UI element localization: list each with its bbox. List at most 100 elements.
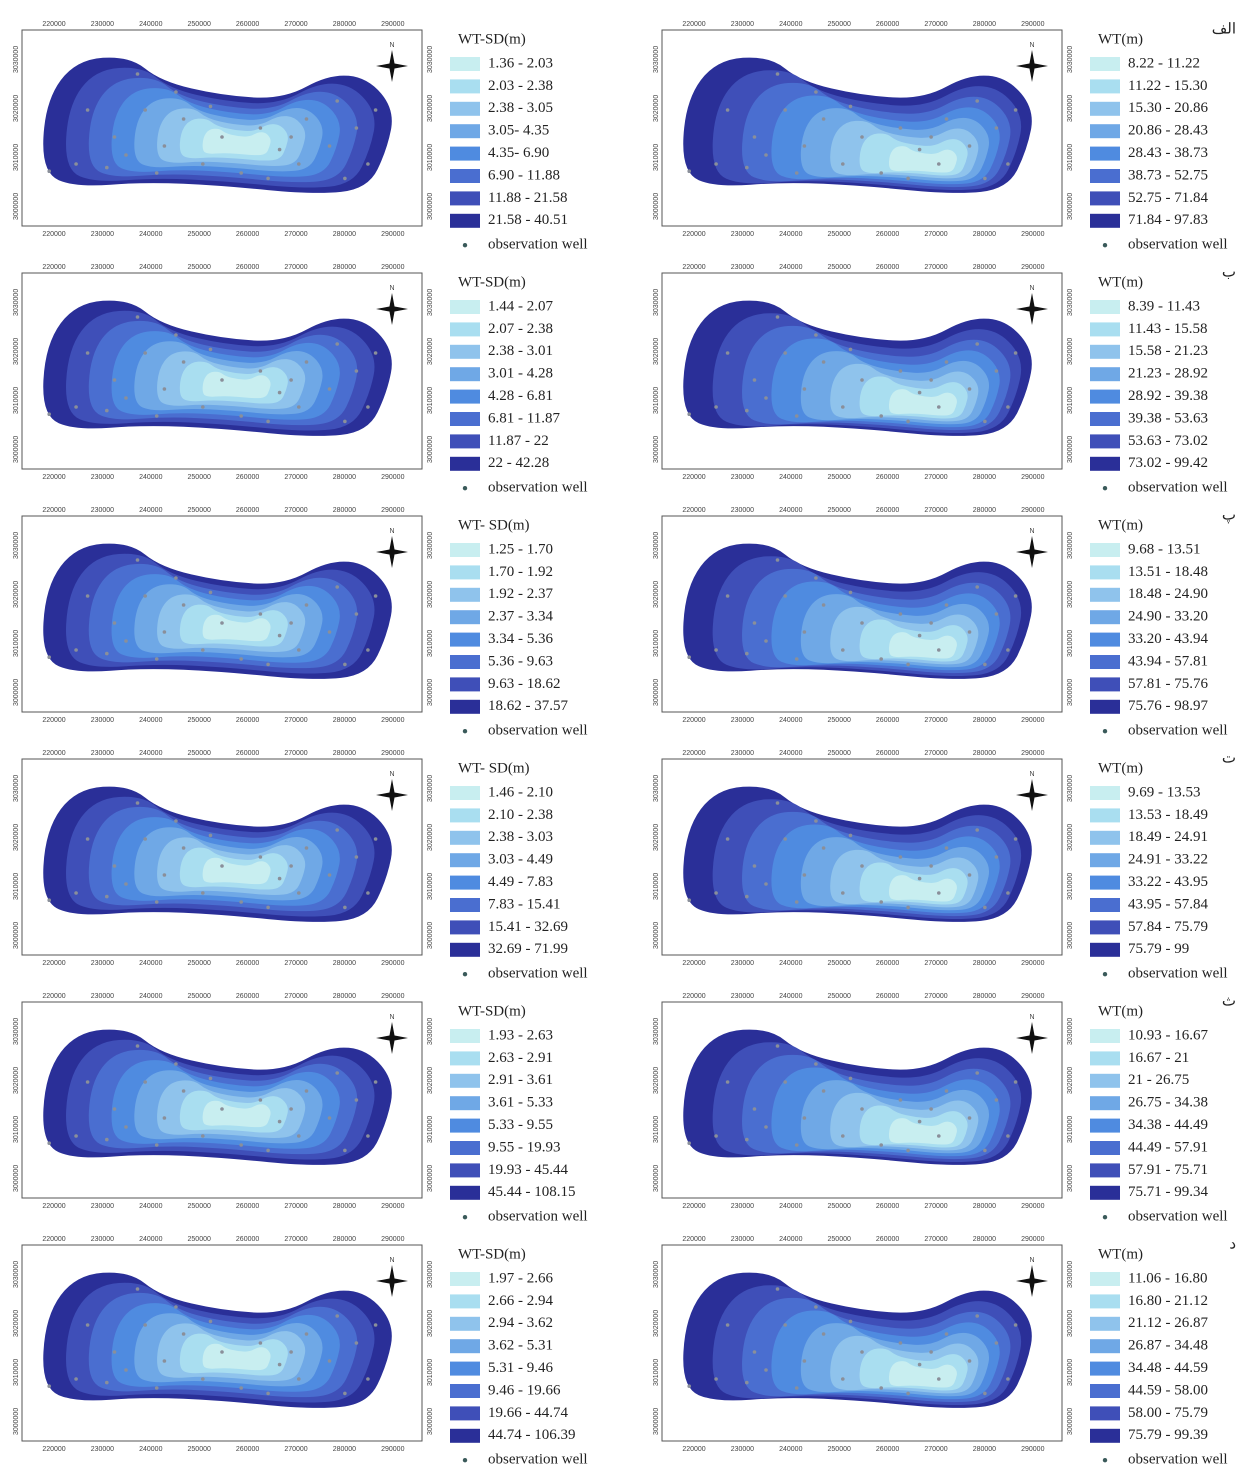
- x-tick-label: 280000: [973, 264, 996, 271]
- y-tick-label: 3020000: [1067, 581, 1074, 608]
- well-dot: [783, 594, 787, 598]
- north-label: N: [389, 1014, 394, 1021]
- well-dot: [112, 1107, 117, 1111]
- legend-swatch: [1090, 434, 1120, 449]
- x-tick-label: 280000: [333, 231, 356, 238]
- well-dot: [124, 882, 128, 886]
- well-dot: [258, 612, 263, 616]
- x-tick-label: 280000: [333, 960, 356, 967]
- well-dot: [929, 135, 933, 139]
- x-tick-label: 260000: [236, 507, 259, 514]
- north-label: N: [389, 1257, 394, 1264]
- well-dot: [841, 891, 845, 895]
- well-dot: [794, 900, 799, 904]
- well-dot: [327, 630, 332, 634]
- y-tick-label: 3010000: [653, 387, 660, 414]
- y-tick-label: 3000000: [1067, 1408, 1074, 1435]
- x-tick-label: 230000: [91, 960, 114, 967]
- legend-well-dot: [1102, 972, 1108, 977]
- legend-label: 18.48 - 24.90: [1128, 586, 1208, 602]
- y-tick-label: 3010000: [13, 873, 20, 900]
- y-tick-label: 3020000: [1067, 1067, 1074, 1094]
- legend-label: 6.81 - 11.87: [488, 410, 560, 426]
- well-dot: [929, 1350, 933, 1354]
- well-dot: [297, 1377, 301, 1381]
- well-dot: [906, 1391, 910, 1396]
- y-tick-label: 3030000: [13, 1261, 20, 1288]
- legend-swatch: [450, 367, 480, 382]
- legend-swatch: [450, 1361, 480, 1376]
- y-tick-label: 3010000: [427, 873, 434, 900]
- well-dot: [366, 1134, 370, 1138]
- y-tick-label: 3030000: [1067, 775, 1074, 802]
- legend-swatch: [450, 677, 480, 692]
- x-tick-label: 260000: [236, 1446, 259, 1453]
- panel-label: ب: [1222, 264, 1236, 280]
- x-tick-label: 240000: [139, 507, 162, 514]
- x-tick-label: 220000: [42, 1203, 65, 1210]
- well-dot: [304, 360, 309, 364]
- legend-swatch: [1090, 1141, 1120, 1155]
- y-tick-label: 3020000: [13, 824, 20, 851]
- well-dot: [1006, 405, 1010, 409]
- x-tick-label: 220000: [42, 750, 65, 757]
- x-tick-label: 260000: [236, 474, 259, 481]
- well-dot: [373, 108, 378, 112]
- legend-label: 71.84 - 97.83: [1128, 212, 1208, 228]
- legend-swatch: [450, 1051, 480, 1066]
- legend-swatch: [450, 1294, 480, 1309]
- well-dot: [1013, 837, 1018, 841]
- well-dot: [994, 855, 999, 859]
- legend-swatch: [1090, 1339, 1120, 1354]
- well-dot: [220, 135, 224, 139]
- well-dot: [879, 1386, 883, 1390]
- well-dot: [343, 1148, 347, 1153]
- legend-label: 8.39 - 11.43: [1128, 298, 1200, 314]
- x-tick-label: 280000: [973, 21, 996, 28]
- well-dot: [135, 72, 140, 76]
- well-dot: [898, 855, 903, 859]
- well-dot: [85, 837, 90, 841]
- well-dot: [906, 176, 910, 181]
- well-dot: [906, 1148, 910, 1153]
- contour-band: [202, 1343, 271, 1371]
- x-tick-label: 270000: [284, 474, 307, 481]
- x-tick-label: 250000: [188, 717, 211, 724]
- well-dot: [154, 414, 159, 418]
- well-dot: [297, 648, 301, 652]
- legend-label: observation well: [1128, 966, 1228, 982]
- well-dot: [794, 657, 799, 661]
- x-tick-label: 260000: [236, 717, 259, 724]
- well-dot: [343, 662, 347, 667]
- legend-label: 75.79 - 99: [1128, 941, 1189, 957]
- legend-swatch: [1090, 1185, 1120, 1200]
- y-tick-label: 3000000: [427, 1165, 434, 1192]
- legend-label: 34.48 - 44.59: [1128, 1360, 1208, 1376]
- legend-swatch: [1090, 875, 1120, 890]
- well-dot: [208, 104, 213, 109]
- well-dot: [860, 621, 864, 625]
- legend-swatch: [450, 412, 480, 426]
- x-tick-label: 240000: [139, 717, 162, 724]
- well-dot: [201, 162, 205, 166]
- x-tick-label: 230000: [731, 960, 754, 967]
- y-tick-label: 3000000: [1067, 922, 1074, 949]
- north-arrow: [1016, 1265, 1048, 1297]
- north-label: N: [389, 528, 394, 535]
- north-label: N: [1029, 1257, 1034, 1264]
- well-dot: [304, 1089, 309, 1093]
- legend-swatch: [1090, 322, 1120, 337]
- y-tick-label: 3030000: [13, 775, 20, 802]
- legend-label: 1.44 - 2.07: [488, 298, 553, 314]
- legend-well-dot: [1102, 1215, 1108, 1220]
- legend-label: 1.46 - 2.10: [488, 784, 553, 800]
- well-dot: [917, 633, 922, 638]
- legend-label: 3.05- 4.35: [488, 123, 549, 139]
- x-tick-label: 220000: [682, 750, 705, 757]
- legend-swatch: [1090, 677, 1120, 692]
- well-dot: [373, 351, 378, 355]
- legend-swatch: [450, 875, 480, 890]
- well-dot: [201, 648, 205, 652]
- well-dot: [714, 891, 718, 895]
